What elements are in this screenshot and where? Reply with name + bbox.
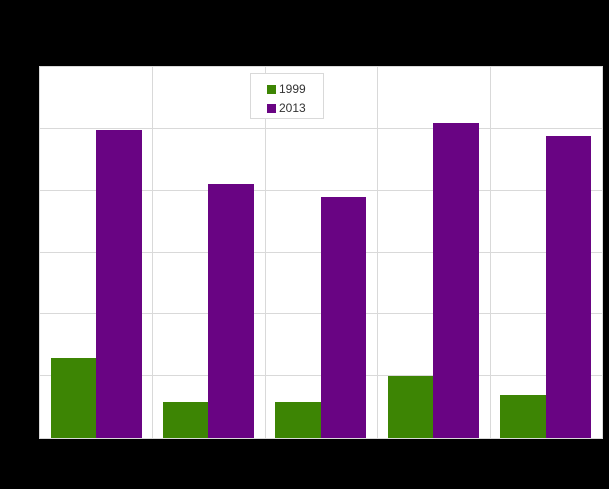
gridline-vertical — [152, 67, 154, 438]
bar-1999[interactable] — [162, 401, 209, 438]
bar-1999[interactable] — [275, 401, 321, 438]
bar-2013[interactable] — [433, 122, 479, 438]
bar-2013[interactable] — [208, 184, 254, 438]
gridline-vertical — [377, 67, 379, 438]
legend-swatch-1999 — [267, 84, 276, 94]
bar-2013[interactable] — [545, 135, 592, 438]
gridline-vertical — [264, 67, 266, 438]
bar-1999[interactable] — [50, 357, 96, 438]
legend-item-2013: 2013 — [267, 101, 306, 115]
legend: 1999 2013 — [250, 73, 324, 119]
legend-label: 2013 — [279, 101, 306, 115]
gridline-horizontal — [40, 189, 602, 191]
gridline-horizontal — [40, 127, 602, 129]
bar-1999[interactable] — [500, 395, 546, 438]
legend-label: 1999 — [279, 82, 306, 96]
legend-item-1999: 1999 — [267, 82, 306, 96]
bar-1999[interactable] — [387, 376, 434, 438]
plot-area — [39, 66, 603, 439]
legend-swatch-2013 — [267, 103, 276, 113]
gridline-vertical — [489, 67, 491, 438]
bar-2013[interactable] — [96, 130, 142, 438]
bar-2013[interactable] — [320, 197, 367, 438]
